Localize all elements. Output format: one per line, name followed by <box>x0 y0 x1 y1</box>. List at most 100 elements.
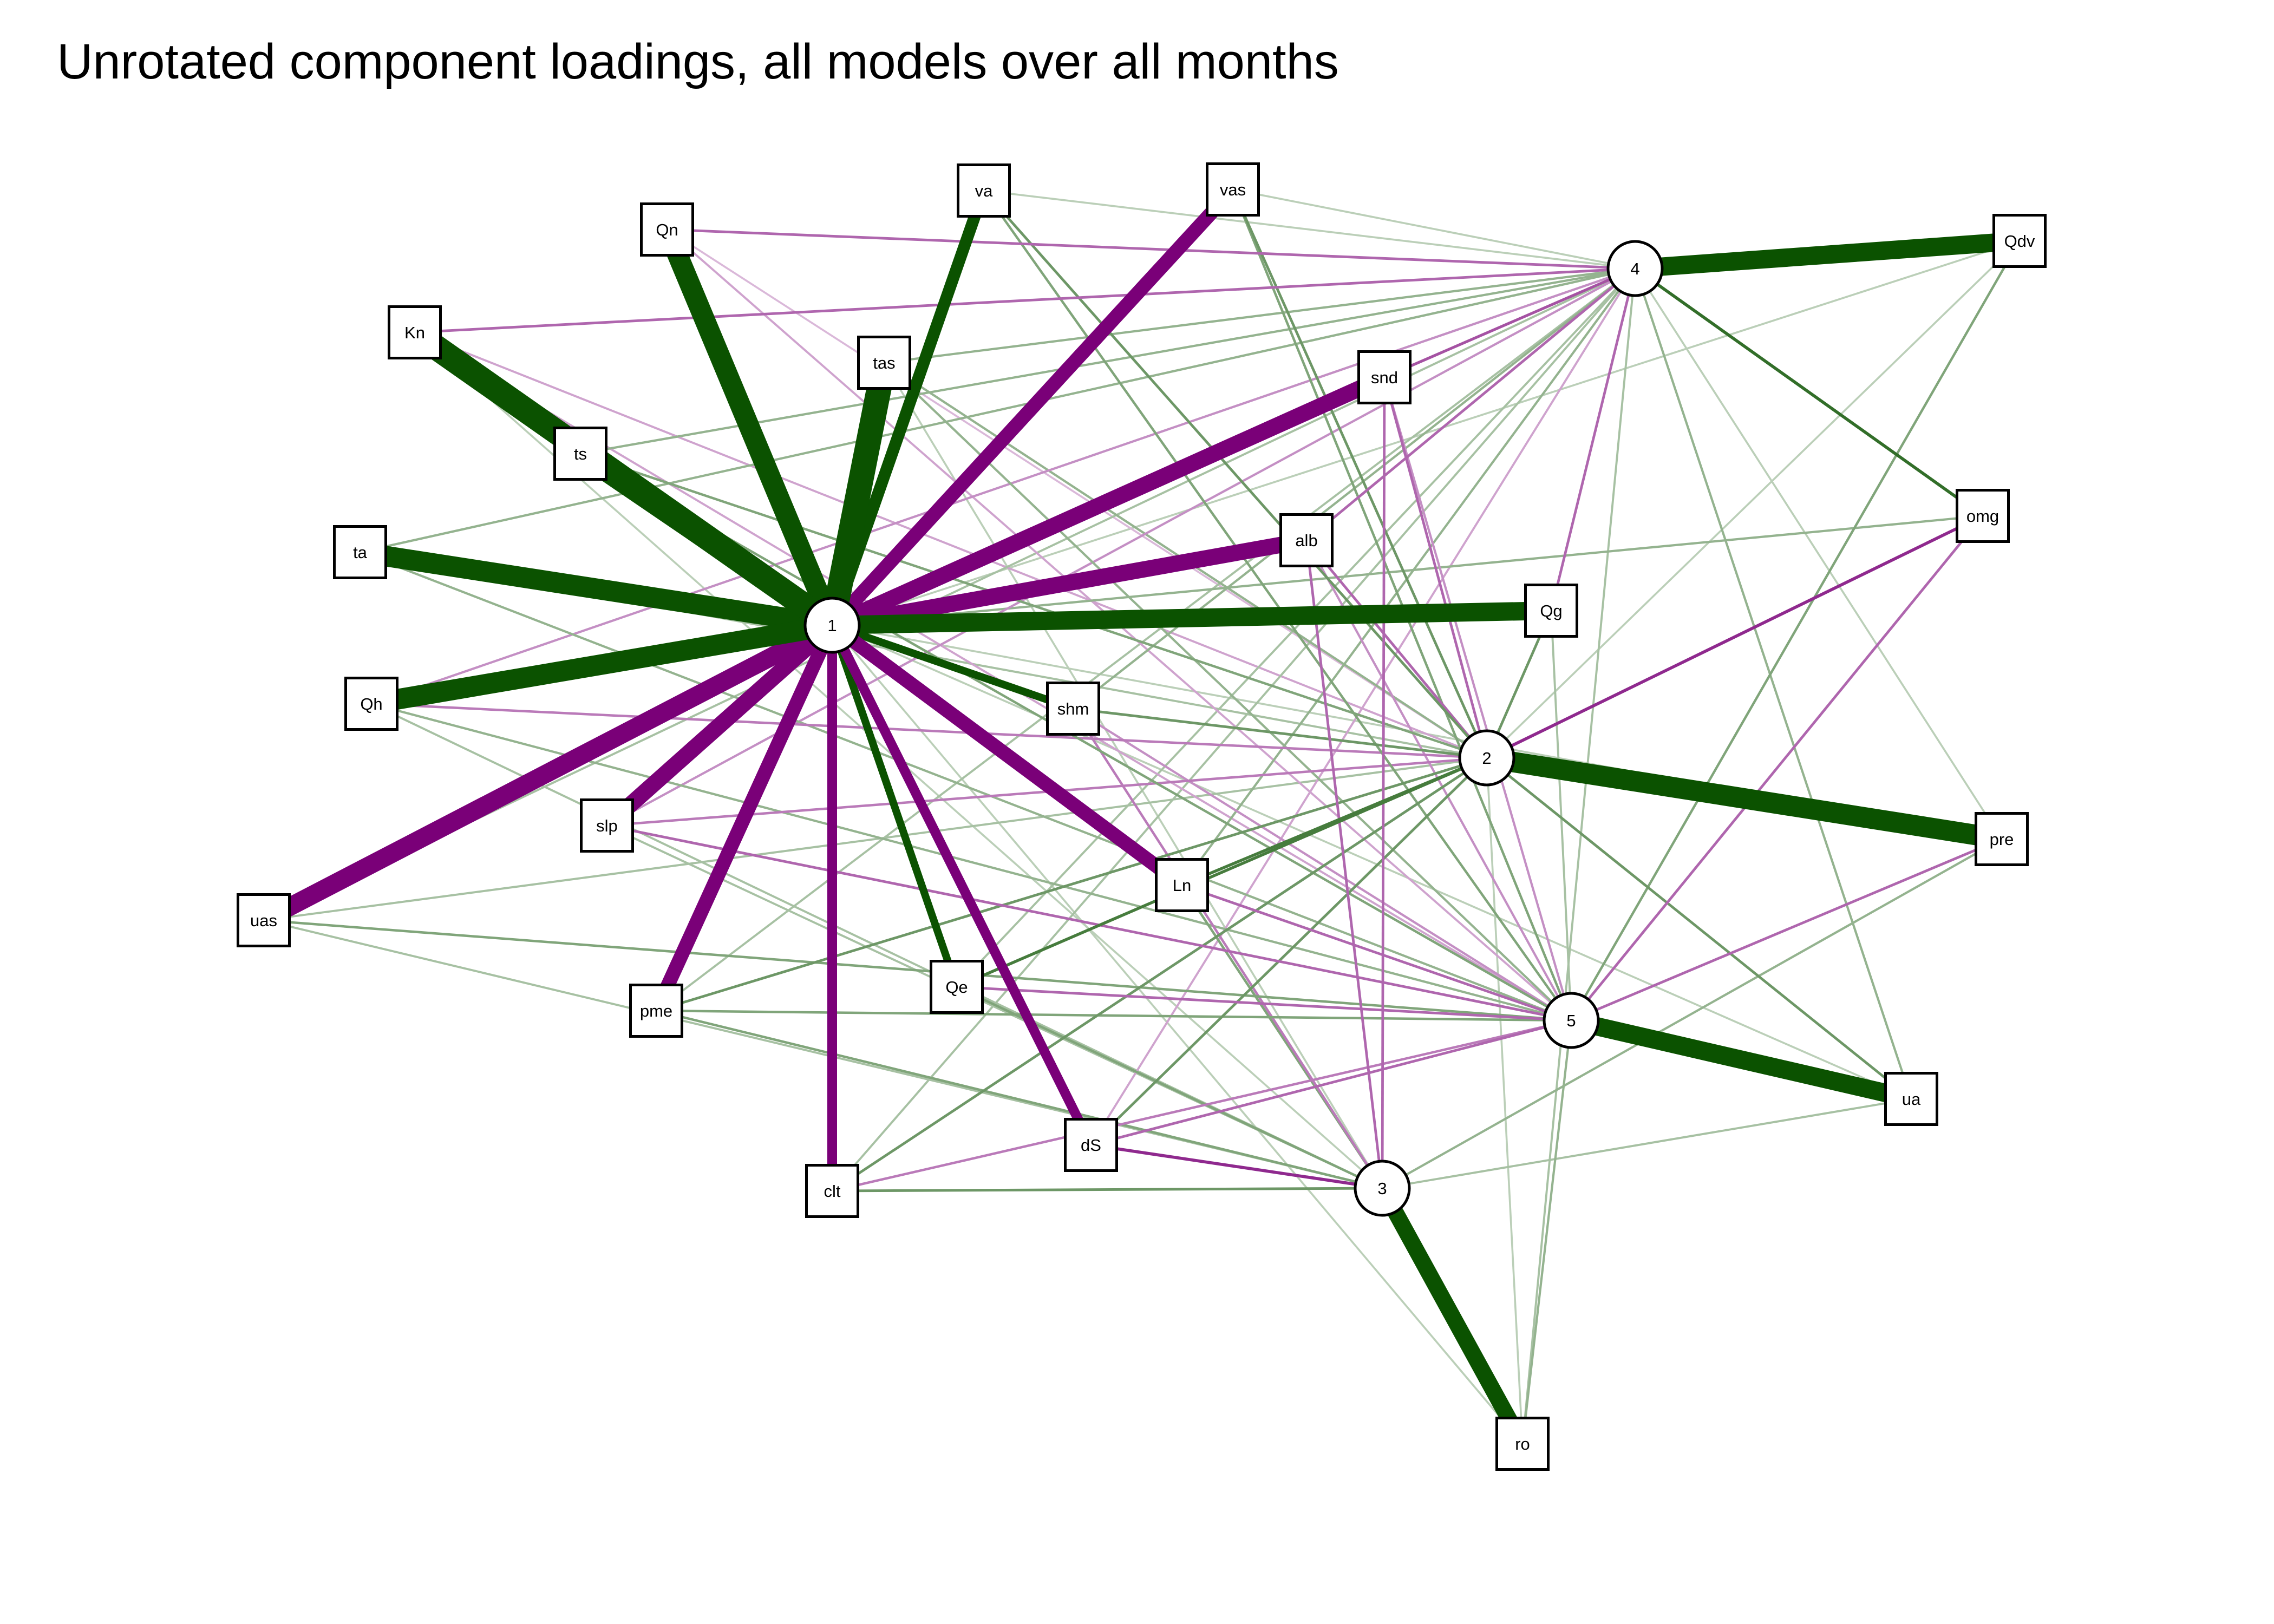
component-circle <box>1543 992 1600 1049</box>
variable-box <box>1155 858 1209 912</box>
variable-label: Qe <box>945 978 968 997</box>
loading-edge-1-ro <box>831 624 1524 1445</box>
loading-edge-4-Kn <box>414 267 1636 334</box>
variable-box <box>1206 162 1260 217</box>
loading-edge-5-tas <box>883 362 1572 1021</box>
variable-label: tas <box>873 353 895 372</box>
loading-edge-1-shm <box>831 621 1075 712</box>
loading-edge-4-clt <box>831 267 1636 1192</box>
loading-edge-1-vas <box>827 185 1238 630</box>
variable-box <box>930 960 984 1014</box>
variable-label: omg <box>1966 507 1999 526</box>
variable-node-slp: slp <box>580 798 634 853</box>
loading-edge-5-va <box>983 189 1572 1021</box>
variable-label: vas <box>1220 180 1246 199</box>
variable-box <box>1884 1072 1938 1126</box>
loading-edge-2-Kn <box>414 331 1487 759</box>
loading-edge-1-alb <box>831 532 1308 633</box>
loading-edge-1-Qn <box>657 225 842 630</box>
variable-label: ta <box>353 543 368 562</box>
variable-node-dS: dS <box>1064 1118 1118 1172</box>
loading-edge-2-pre <box>1485 748 2003 849</box>
component-node-5: 5 <box>1543 992 1600 1049</box>
loading-edge-5-ua <box>1569 1011 1913 1108</box>
variable-box <box>333 525 387 579</box>
loading-edge-2-va <box>983 189 1488 759</box>
component-label: 1 <box>827 616 837 635</box>
loading-edge-3-alb <box>1305 540 1384 1189</box>
loading-edge-4-omg <box>1634 267 1984 518</box>
loading-edge-2-alb <box>1305 539 1488 759</box>
component-label: 2 <box>1482 749 1491 768</box>
loading-edge-2-Qdv <box>1486 240 2021 759</box>
loading-edge-5-Qdv <box>1570 240 2021 1021</box>
loading-edge-2-ua <box>1486 757 1912 1100</box>
loading-edge-4-Qe <box>956 267 1636 988</box>
variable-box <box>553 427 607 481</box>
loading-edge-1-omg <box>832 514 1983 627</box>
variable-node-tas: tas <box>857 336 911 390</box>
loading-edge-2-Qh <box>371 702 1487 759</box>
loading-edge-2-vas <box>1231 189 1488 758</box>
variable-box <box>1992 214 2047 268</box>
loading-edge-3-tas <box>883 362 1383 1189</box>
loading-edge-2-shm <box>1073 707 1487 759</box>
component-circle <box>1458 729 1515 787</box>
variable-label: ro <box>1515 1435 1530 1453</box>
variable-box <box>1524 584 1578 638</box>
variable-box <box>1046 682 1100 736</box>
loading-edge-5-slp <box>606 824 1572 1022</box>
component-node-2: 2 <box>1458 729 1515 787</box>
component-label: 4 <box>1630 259 1639 278</box>
loading-edge-4-pme <box>655 267 1636 1012</box>
loading-edge-5-snd <box>1383 377 1573 1021</box>
loading-edge-4-Qdv <box>1634 232 2021 278</box>
variable-box <box>1975 812 2029 866</box>
loading-edge-1-Ln <box>828 619 1186 891</box>
variable-node-alb: alb <box>1279 513 1334 567</box>
loading-edge-1-slp <box>602 619 838 832</box>
loading-edge-2-omg <box>1486 514 1984 759</box>
variable-label: pre <box>1990 830 2014 849</box>
loading-edge-4-pre <box>1634 268 2003 840</box>
variable-label: ts <box>574 444 587 463</box>
loading-edge-5-pme <box>656 1009 1572 1022</box>
variable-box <box>580 798 634 853</box>
loading-edge-1-tas <box>820 360 897 628</box>
loading-edge-4-tas <box>884 267 1636 364</box>
variable-box <box>957 163 1011 218</box>
loading-edge-3-clt <box>832 1187 1383 1193</box>
variable-label: alb <box>1295 531 1317 550</box>
component-circle <box>1606 240 1664 297</box>
variable-box <box>805 1164 859 1218</box>
loading-edge-4-Qg <box>1550 268 1637 611</box>
loading-edge-2-Qn <box>666 228 1487 759</box>
loading-edge-2-ts <box>580 452 1487 759</box>
variable-node-va: va <box>957 163 1011 218</box>
loading-edge-3-pre <box>1381 838 2003 1189</box>
loading-edge-5-Qe <box>956 985 1572 1022</box>
variable-node-Qn: Qn <box>640 202 694 257</box>
variable-node-shm: shm <box>1046 682 1100 736</box>
variable-box <box>1357 350 1412 404</box>
loading-edge-2-uas <box>263 757 1487 921</box>
variable-label: Qg <box>1540 601 1562 620</box>
loading-edge-4-Ln <box>1181 267 1636 886</box>
variable-node-ro: ro <box>1495 1417 1550 1471</box>
loading-edge-2-pme <box>656 756 1487 1012</box>
loading-edge-4-ro <box>1521 268 1636 1444</box>
component-label: 5 <box>1566 1011 1576 1030</box>
variable-node-Qdv: Qdv <box>1992 214 2047 268</box>
loading-edge-4-alb <box>1305 267 1636 541</box>
loading-edge-1-dS <box>827 623 1096 1148</box>
loading-edge-2-clt <box>831 756 1488 1193</box>
variable-box <box>344 677 398 731</box>
variable-node-ta: ta <box>333 525 387 579</box>
variable-node-vas: vas <box>1206 162 1260 217</box>
variable-label: uas <box>250 911 277 930</box>
loading-edge-4-ua <box>1634 268 1912 1099</box>
loading-edge-2-Qe <box>956 756 1488 988</box>
loading-edge-3-ua <box>1382 1098 1912 1189</box>
loading-edge-5-Ln <box>1181 883 1572 1022</box>
variable-label: va <box>975 181 994 200</box>
